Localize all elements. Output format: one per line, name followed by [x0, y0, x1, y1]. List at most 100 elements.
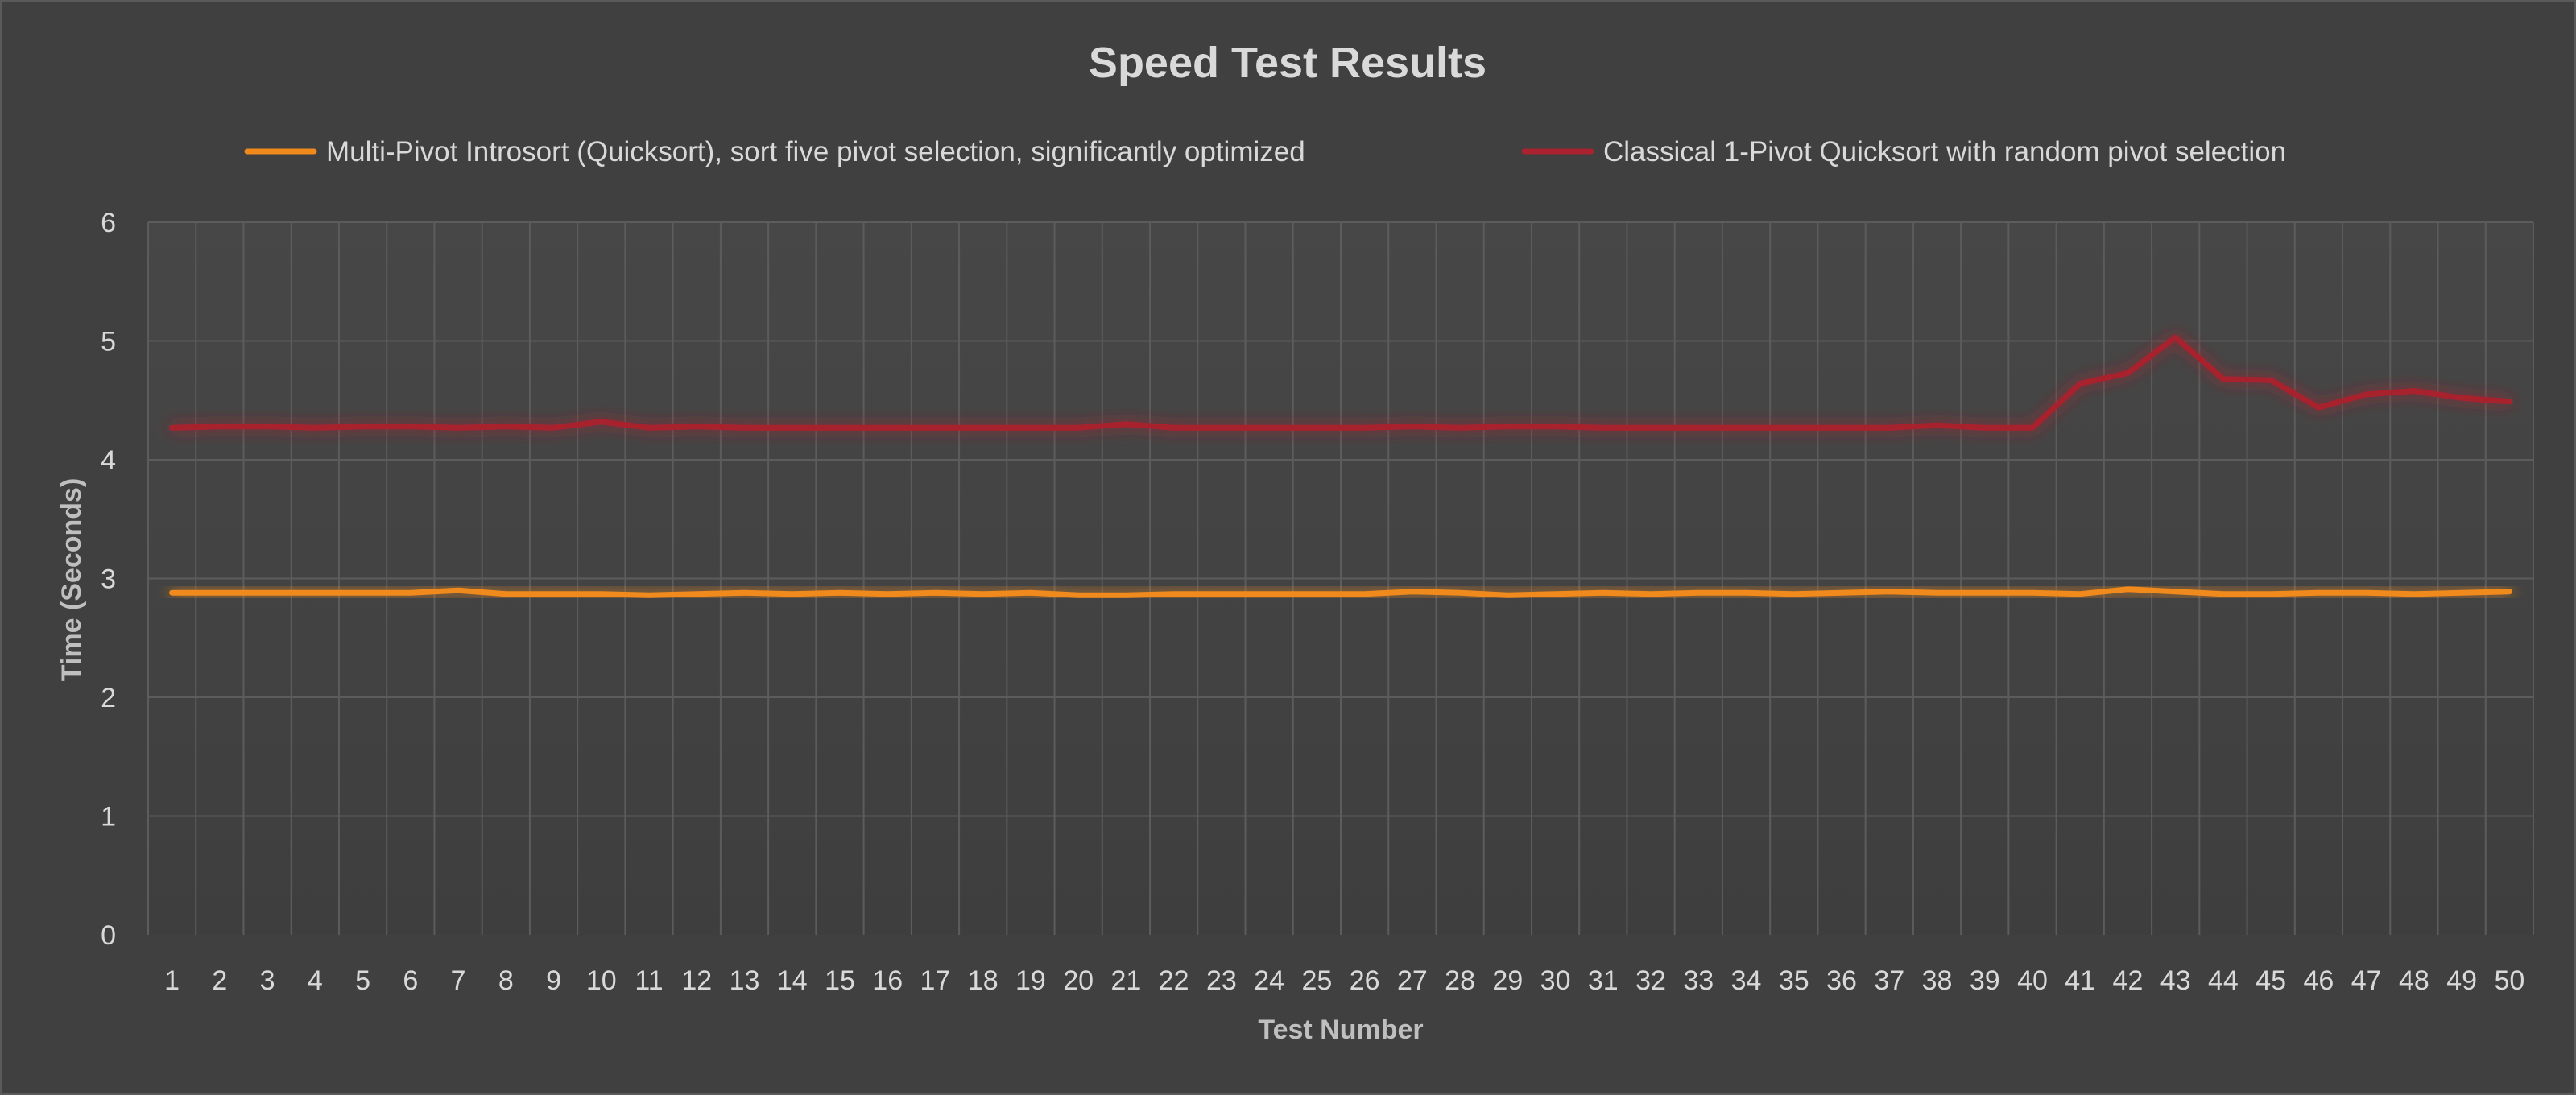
x-tick-label: 5 — [355, 965, 370, 996]
x-tick-label: 9 — [546, 965, 561, 996]
series-1-point — [1696, 590, 1701, 596]
x-tick-label: 35 — [1779, 965, 1809, 996]
series-2-point — [1314, 425, 1320, 431]
x-tick-label: 25 — [1301, 965, 1332, 996]
series-2-point — [1887, 425, 1892, 431]
series-1-point — [2078, 591, 2083, 597]
series-2-point — [1791, 425, 1797, 431]
series-1-point — [1171, 591, 1176, 597]
series-2-point — [169, 425, 175, 431]
series-1-point — [1314, 591, 1320, 597]
series-2-point — [694, 424, 700, 429]
series-1-point — [1887, 589, 1892, 594]
series-2-point — [1934, 423, 1940, 428]
series-1-point — [1218, 591, 1224, 597]
series-1-point — [1791, 591, 1797, 597]
series-1-point — [2363, 590, 2369, 596]
series-1-point — [2316, 590, 2322, 596]
x-tick-label: 12 — [681, 965, 712, 996]
series-1-point — [1648, 591, 1654, 597]
series-2-point — [837, 425, 842, 431]
x-tick-label: 23 — [1206, 965, 1237, 996]
x-tick-label: 38 — [1922, 965, 1953, 996]
x-tick-label: 39 — [1970, 965, 2000, 996]
series-2-point — [360, 424, 366, 429]
legend-label-series-2: Classical 1-Pivot Quicksort with random … — [1603, 136, 2286, 167]
series-1-point — [1362, 591, 1367, 597]
x-tick-label: 13 — [730, 965, 760, 996]
series-1-point — [1267, 591, 1272, 597]
series-1-point — [2459, 590, 2465, 596]
series-1-point — [2507, 589, 2512, 594]
x-tick-label: 20 — [1063, 965, 1094, 996]
series-2-point — [2459, 395, 2465, 401]
x-tick-label: 33 — [1683, 965, 1714, 996]
x-tick-label: 10 — [586, 965, 617, 996]
series-2-point — [503, 424, 509, 429]
series-1-point — [551, 591, 556, 597]
series-2-point — [1028, 425, 1033, 431]
series-lines — [169, 334, 2512, 598]
series-2-point — [312, 425, 318, 431]
series-2-point — [1362, 425, 1367, 431]
x-tick-label: 41 — [2065, 965, 2095, 996]
series-line-2 — [169, 334, 2512, 431]
x-tick-label: 21 — [1111, 965, 1142, 996]
series-2-point — [1218, 425, 1224, 431]
series-1-point — [1600, 590, 1606, 596]
series-2-point — [1648, 425, 1654, 431]
x-tick-label: 49 — [2446, 965, 2477, 996]
series-2-point — [1123, 421, 1129, 427]
series-2-point — [980, 425, 986, 431]
x-tick-label: 17 — [920, 965, 951, 996]
x-tick-label: 22 — [1159, 965, 1189, 996]
series-2-point — [2507, 399, 2512, 404]
series-2-point — [1839, 425, 1845, 431]
series-2-point — [456, 425, 461, 431]
gridlines — [147, 221, 2534, 935]
x-tick-label: 40 — [2017, 965, 2048, 996]
x-tick-label: 26 — [1350, 965, 1380, 996]
series-1-point — [1839, 590, 1845, 596]
x-tick-label: 15 — [825, 965, 855, 996]
series-1-point — [789, 591, 795, 597]
series-2-point — [407, 424, 413, 429]
series-2-point — [932, 425, 938, 431]
x-tick-label: 2 — [212, 965, 227, 996]
x-tick-label: 11 — [635, 965, 663, 996]
series-1-point — [503, 591, 509, 597]
y-tick-label: 1 — [101, 802, 116, 833]
x-tick-label: 30 — [1540, 965, 1571, 996]
series-1-point — [1458, 590, 1463, 596]
series-1-point — [1553, 591, 1558, 597]
x-tick-label: 46 — [2304, 965, 2334, 996]
y-tick-label: 5 — [101, 327, 116, 357]
series-2-point — [2316, 405, 2322, 411]
legend-label-series-1: Multi-Pivot Introsort (Quicksort), sort … — [326, 136, 1305, 167]
x-axis-ticks: 1 2 3 4 5 6 7 8 9 10 11 12 13 14 15 16 17 18 19 20 21 22 23 24 2… — [164, 965, 2524, 996]
series-2-point — [1696, 425, 1701, 431]
x-tick-label: 7 — [451, 965, 466, 996]
series-1-point — [1409, 589, 1415, 594]
x-tick-label: 42 — [2113, 965, 2144, 996]
series-1-point — [407, 590, 413, 596]
series-2-point — [2125, 370, 2131, 376]
x-tick-label: 3 — [260, 965, 275, 996]
x-tick-label: 28 — [1445, 965, 1475, 996]
y-axis-ticks: 0 1 2 3 4 5 6 — [101, 208, 116, 951]
x-tick-label: 14 — [777, 965, 808, 996]
series-2-point — [2363, 391, 2369, 397]
x-tick-label: 45 — [2256, 965, 2286, 996]
series-1-point — [2125, 586, 2131, 592]
series-1-point — [217, 590, 222, 596]
x-tick-label: 50 — [2494, 965, 2524, 996]
series-2-point — [2078, 381, 2083, 386]
series-2-point — [2173, 335, 2178, 341]
series-2-point — [1171, 425, 1176, 431]
series-1-point — [932, 590, 938, 596]
series-2-point — [2268, 378, 2274, 383]
series-2-point — [1982, 425, 1987, 431]
x-axis-title: Test Number — [1258, 1014, 1423, 1045]
x-tick-label: 24 — [1254, 965, 1284, 996]
series-2-point — [2220, 376, 2226, 382]
